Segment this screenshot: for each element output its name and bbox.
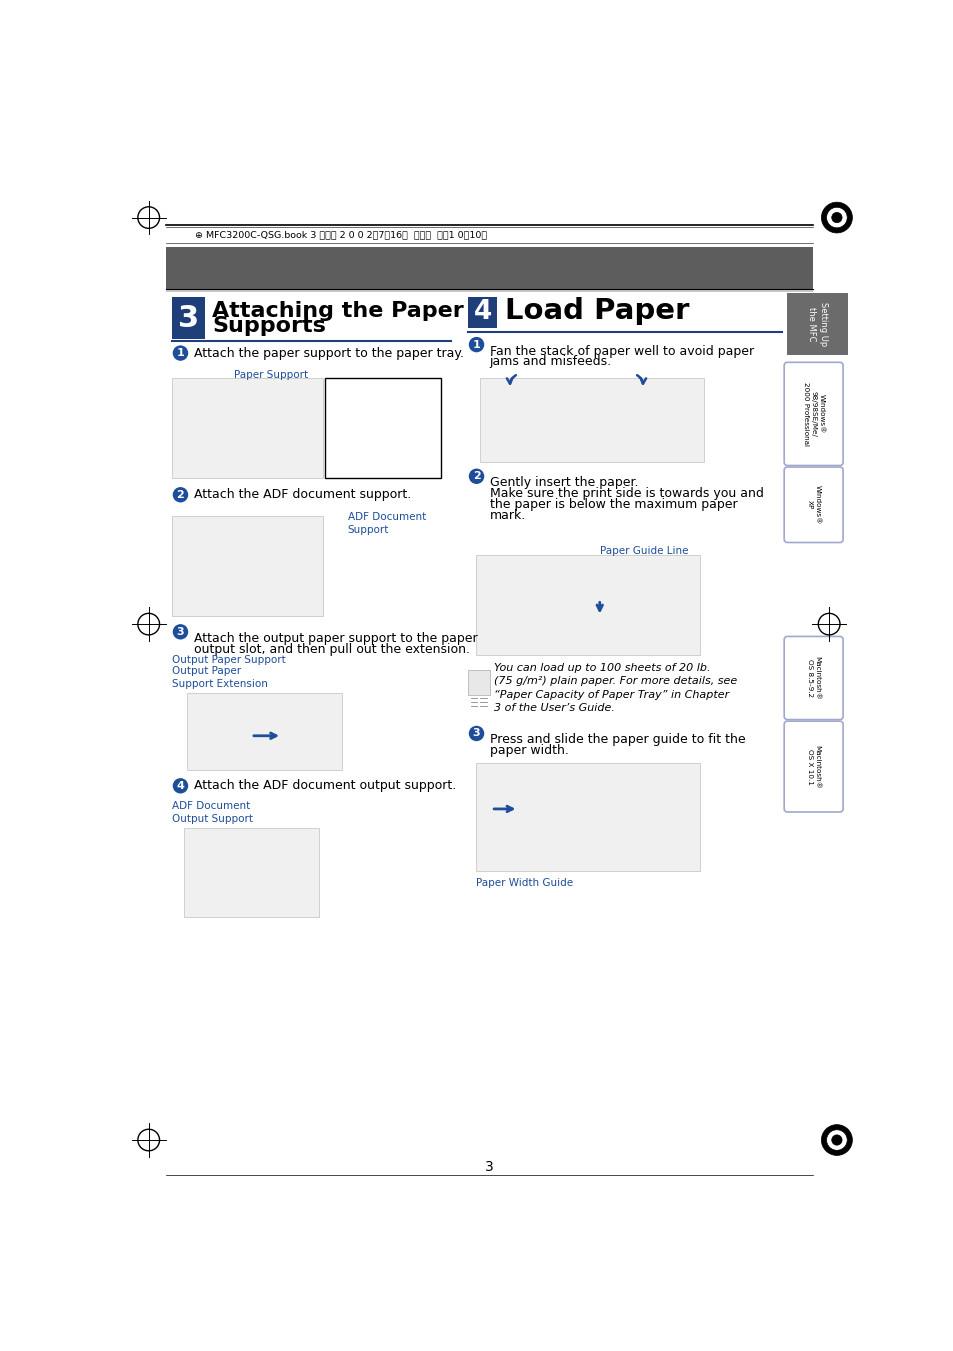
Text: Attaching the Paper: Attaching the Paper — [212, 301, 463, 320]
FancyBboxPatch shape — [783, 636, 842, 720]
Bar — [479, 378, 703, 462]
Bar — [324, 378, 440, 478]
Text: paper width.: paper width. — [489, 744, 568, 758]
Text: Press and slide the paper guide to fit the: Press and slide the paper guide to fit t… — [489, 734, 744, 747]
Text: 2: 2 — [176, 490, 184, 500]
Circle shape — [172, 346, 188, 361]
Text: Paper Guide Line: Paper Guide Line — [599, 546, 687, 555]
Bar — [172, 378, 323, 478]
Bar — [468, 670, 489, 694]
Text: Fan the stack of paper well to avoid paper: Fan the stack of paper well to avoid pap… — [489, 345, 753, 358]
Bar — [172, 516, 323, 616]
Circle shape — [831, 1135, 841, 1146]
Text: 3: 3 — [484, 1161, 493, 1174]
Circle shape — [831, 212, 841, 223]
Text: 1: 1 — [176, 349, 184, 358]
Bar — [476, 763, 700, 870]
Text: mark.: mark. — [489, 508, 525, 521]
Text: You can load up to 100 sheets of 20 lb.
(75 g/m²) plain paper. For more details,: You can load up to 100 sheets of 20 lb. … — [494, 662, 737, 713]
Text: Supports: Supports — [212, 316, 326, 336]
Bar — [786, 293, 847, 354]
Circle shape — [172, 778, 188, 793]
Text: Setting Up
the MFC: Setting Up the MFC — [806, 301, 826, 346]
Text: 4: 4 — [473, 300, 492, 326]
FancyBboxPatch shape — [783, 721, 842, 812]
Text: Attach the paper support to the paper tray.: Attach the paper support to the paper tr… — [193, 347, 463, 359]
Text: ADF Document
Output Support: ADF Document Output Support — [172, 801, 253, 824]
Text: Macintosh®
OS X 10.1: Macintosh® OS X 10.1 — [806, 744, 820, 789]
Text: jams and misfeeds.: jams and misfeeds. — [489, 355, 611, 369]
Text: the paper is below the maximum paper: the paper is below the maximum paper — [489, 497, 737, 511]
Text: Output Paper
Support Extension: Output Paper Support Extension — [172, 666, 268, 689]
Bar — [468, 297, 497, 328]
Bar — [187, 693, 342, 770]
Text: 2: 2 — [472, 471, 480, 481]
Circle shape — [821, 1124, 852, 1155]
Text: Attach the ADF document output support.: Attach the ADF document output support. — [193, 780, 456, 792]
Circle shape — [821, 203, 852, 232]
Circle shape — [172, 624, 188, 639]
Circle shape — [468, 469, 484, 484]
Text: Make sure the print side is towards you and: Make sure the print side is towards you … — [489, 488, 762, 500]
Text: ADF Document
Support: ADF Document Support — [348, 512, 426, 535]
Bar — [183, 828, 319, 917]
Circle shape — [468, 725, 484, 742]
Text: 3: 3 — [473, 728, 479, 739]
Text: output slot, and then pull out the extension.: output slot, and then pull out the exten… — [193, 643, 469, 655]
Bar — [166, 247, 812, 289]
FancyBboxPatch shape — [783, 362, 842, 466]
Text: Attach the output paper support to the paper: Attach the output paper support to the p… — [193, 632, 476, 644]
Text: 3: 3 — [177, 304, 198, 332]
FancyBboxPatch shape — [783, 467, 842, 543]
Text: Attach the ADF document support.: Attach the ADF document support. — [193, 488, 411, 501]
Text: Paper Width Guide: Paper Width Guide — [476, 878, 572, 888]
Circle shape — [825, 207, 846, 228]
Circle shape — [172, 488, 188, 503]
Circle shape — [468, 336, 484, 353]
Text: Windows®
98/98SE/Me/
2000 Professional: Windows® 98/98SE/Me/ 2000 Professional — [801, 382, 823, 446]
Text: Output Paper Support: Output Paper Support — [172, 655, 285, 665]
Text: Windows®
XP: Windows® XP — [806, 485, 820, 524]
Text: 1: 1 — [472, 339, 480, 350]
Text: 4: 4 — [176, 781, 184, 790]
Circle shape — [825, 1129, 846, 1150]
Text: Paper Support: Paper Support — [233, 370, 308, 380]
Text: 3: 3 — [176, 627, 184, 636]
Bar — [476, 555, 700, 655]
Text: Load Paper: Load Paper — [505, 297, 689, 324]
Bar — [172, 297, 204, 339]
Text: Macintosh®
OS 8.5-9.2: Macintosh® OS 8.5-9.2 — [806, 657, 820, 700]
Text: Gently insert the paper.: Gently insert the paper. — [489, 477, 638, 489]
Text: ⊕ MFC3200C-QSG.book 3 ページ 2 0 0 2年7月16日  火曜日  午前1 0時10分: ⊕ MFC3200C-QSG.book 3 ページ 2 0 0 2年7月16日 … — [195, 230, 487, 239]
